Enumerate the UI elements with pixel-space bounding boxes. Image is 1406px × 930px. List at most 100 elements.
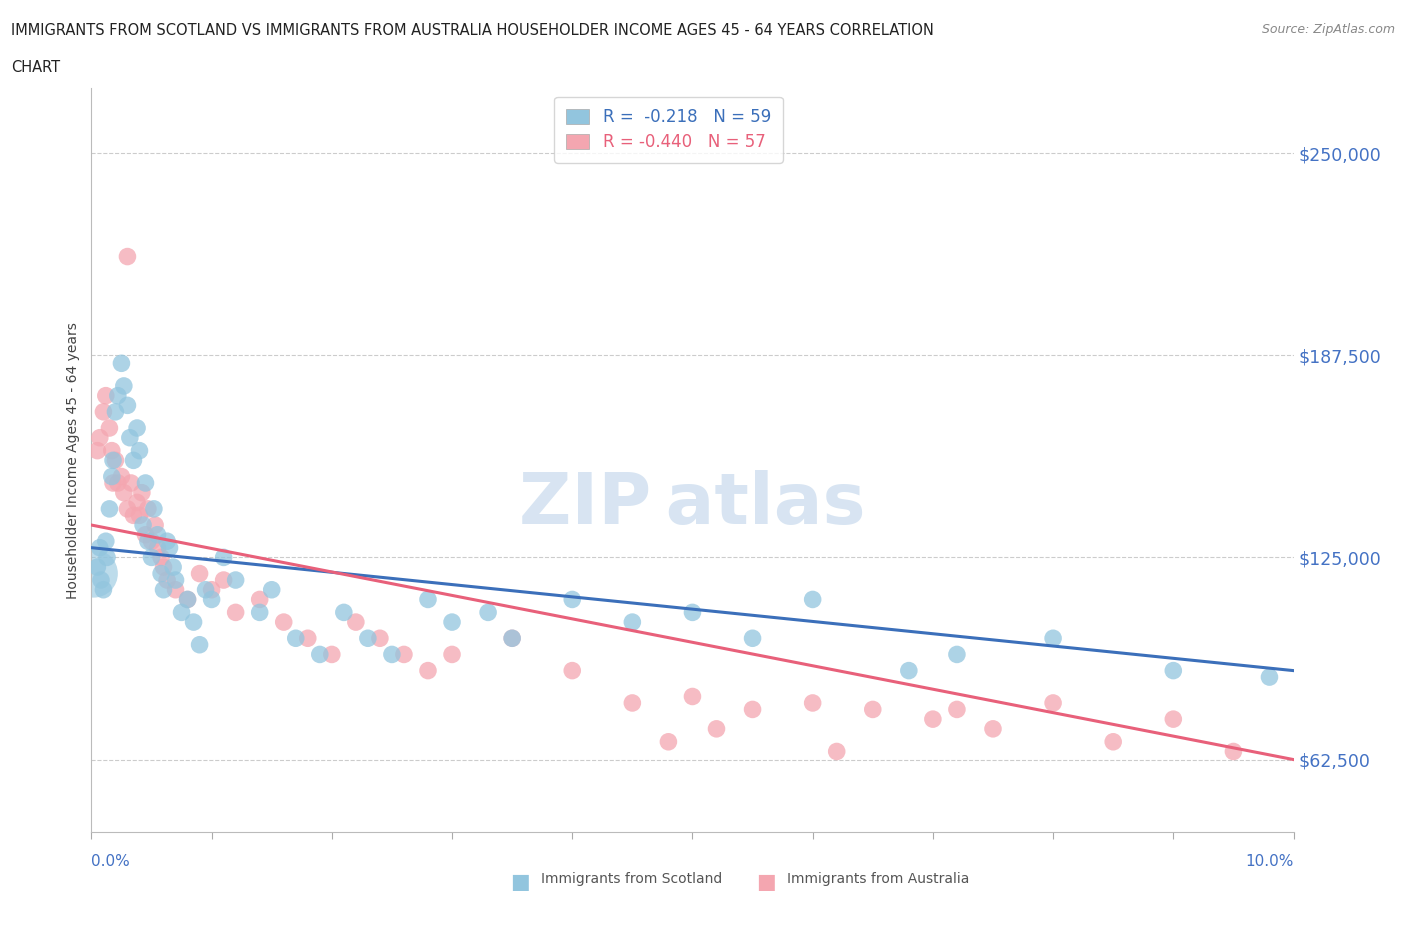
Point [344, 615, 367, 630]
Point [260, 582, 283, 597]
Point [1042, 631, 1064, 645]
Point [392, 647, 415, 662]
Point [107, 475, 129, 490]
Point [125, 495, 148, 510]
Text: 0.0%: 0.0% [91, 854, 131, 869]
Point [134, 475, 156, 490]
Point [141, 550, 163, 565]
Point [621, 615, 644, 630]
Point [142, 501, 165, 516]
Point [101, 444, 124, 458]
Point [101, 469, 124, 484]
Point [825, 744, 848, 759]
Y-axis label: Householder Income Ages 45 - 64 years: Householder Income Ages 45 - 64 years [66, 322, 80, 599]
Point [98, 501, 121, 516]
Point [741, 702, 763, 717]
Point [1258, 670, 1281, 684]
Point [333, 604, 356, 619]
Point [946, 702, 969, 717]
Point [134, 527, 156, 542]
Point [1102, 735, 1125, 750]
Point [125, 420, 148, 435]
Text: Immigrants from Australia: Immigrants from Australia [787, 872, 970, 886]
Point [117, 501, 139, 516]
Point [86, 444, 108, 458]
Point [86, 560, 108, 575]
Point [112, 379, 135, 393]
Point [922, 711, 945, 726]
Point [93, 405, 115, 419]
Point [1042, 696, 1064, 711]
Text: ■: ■ [510, 872, 530, 893]
Point [225, 573, 247, 588]
Point [801, 592, 824, 607]
Point [156, 573, 179, 588]
Point [112, 485, 135, 500]
Point [561, 592, 583, 607]
Point [249, 592, 271, 607]
Point [416, 663, 439, 678]
Point [188, 637, 211, 652]
Text: Source: ZipAtlas.com: Source: ZipAtlas.com [1261, 23, 1395, 36]
Point [117, 249, 139, 264]
Point [150, 550, 173, 565]
Point [83, 566, 105, 581]
Text: IMMIGRANTS FROM SCOTLAND VS IMMIGRANTS FROM AUSTRALIA HOUSEHOLDER INCOME AGES 45: IMMIGRANTS FROM SCOTLAND VS IMMIGRANTS F… [11, 23, 934, 38]
Point [681, 689, 703, 704]
Point [862, 702, 884, 717]
Point [225, 604, 247, 619]
Point [357, 631, 380, 645]
Point [801, 696, 824, 711]
Point [122, 453, 145, 468]
Point [368, 631, 391, 645]
Point [201, 582, 224, 597]
Point [981, 722, 1004, 737]
Point [183, 615, 205, 630]
Point [101, 475, 124, 490]
Point [308, 647, 330, 662]
Point [501, 631, 523, 645]
Text: ZIP atlas: ZIP atlas [519, 471, 866, 539]
Point [94, 388, 117, 403]
Text: Immigrants from Scotland: Immigrants from Scotland [541, 872, 723, 886]
Point [212, 550, 235, 565]
Point [136, 501, 159, 516]
Point [118, 431, 141, 445]
Point [946, 647, 969, 662]
Point [122, 508, 145, 523]
Point [897, 663, 920, 678]
Point [96, 550, 118, 565]
Point [1161, 711, 1184, 726]
Point [101, 453, 124, 468]
Text: CHART: CHART [11, 60, 60, 75]
Point [501, 631, 523, 645]
Point [162, 560, 184, 575]
Legend: R =  -0.218   N = 59, R = -0.440   N = 57: R = -0.218 N = 59, R = -0.440 N = 57 [554, 97, 783, 163]
Point [128, 508, 150, 523]
Point [212, 573, 235, 588]
Point [128, 444, 150, 458]
Point [146, 540, 169, 555]
Point [136, 534, 159, 549]
Point [681, 604, 703, 619]
Point [381, 647, 404, 662]
Point [441, 647, 464, 662]
Point [284, 631, 307, 645]
Point [90, 573, 112, 588]
Point [273, 615, 295, 630]
Point [89, 540, 111, 555]
Point [1222, 744, 1244, 759]
Point [176, 592, 198, 607]
Point [104, 453, 127, 468]
Point [117, 398, 139, 413]
Point [107, 388, 129, 403]
Point [152, 560, 174, 575]
Point [188, 566, 211, 581]
Point [141, 534, 163, 549]
Point [98, 420, 121, 435]
Text: ■: ■ [756, 872, 776, 893]
Point [110, 356, 132, 371]
Point [621, 696, 644, 711]
Point [159, 540, 181, 555]
Point [561, 663, 583, 678]
